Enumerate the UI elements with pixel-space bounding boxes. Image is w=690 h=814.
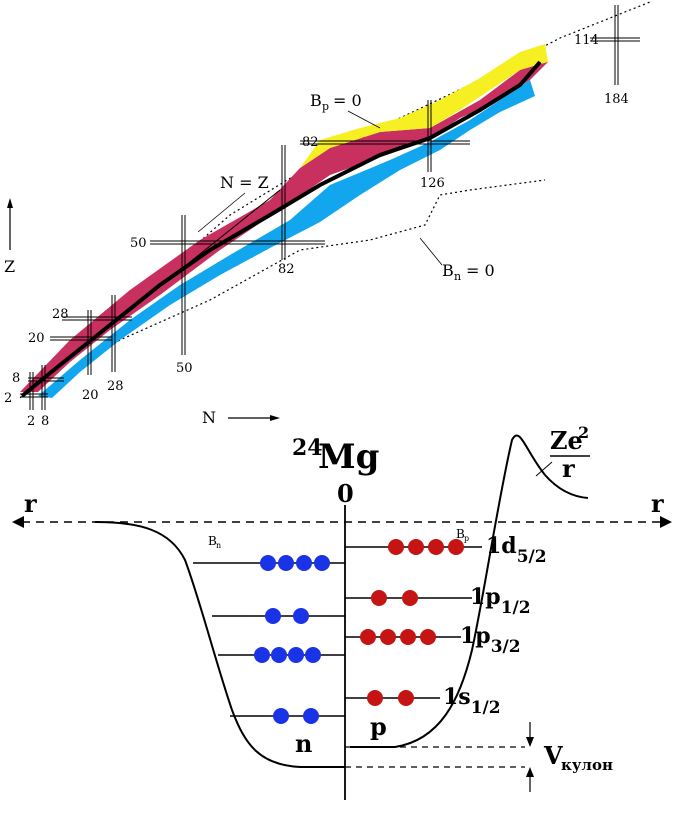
proton-well-label: p xyxy=(370,712,387,741)
energy-level-1: 1p1/2 xyxy=(212,584,531,624)
neutron-dot xyxy=(303,708,319,724)
n-magic-126: 126 xyxy=(420,176,445,191)
level-label: 1s1/2 xyxy=(443,684,501,718)
n-magic-2: 2 xyxy=(27,414,35,429)
svg-text:Mg: Mg xyxy=(318,437,379,477)
neutron-dot xyxy=(271,647,287,663)
r-left-label: r xyxy=(24,489,37,518)
proton-dot xyxy=(367,690,383,706)
svg-text:кулон: кулон xyxy=(561,756,613,774)
proton-dot xyxy=(398,690,414,706)
neutron-dot xyxy=(265,608,281,624)
proton-dot xyxy=(360,629,376,645)
svg-text:= 0: = 0 xyxy=(333,91,362,110)
neutron-dot xyxy=(254,647,270,663)
level-label: 1d5/2 xyxy=(486,533,547,567)
proton-dot xyxy=(408,539,424,555)
energy-level-2: 1p3/2 xyxy=(218,623,521,663)
beta-plus-region xyxy=(20,48,548,392)
z-magic-2: 2 xyxy=(4,391,12,406)
svg-text:r: r xyxy=(562,454,575,483)
n-magic-8: 8 xyxy=(41,414,49,429)
diagram-title: 24 Mg xyxy=(292,435,379,477)
stability-line xyxy=(20,60,542,398)
proton-dot xyxy=(388,539,404,555)
neutron-dot xyxy=(288,647,304,663)
n-magic-184: 184 xyxy=(604,92,629,107)
proton-dot xyxy=(380,629,396,645)
svg-text:24: 24 xyxy=(292,435,323,461)
origin-label: 0 xyxy=(337,479,354,508)
bp-label: B p = 0 xyxy=(310,91,362,113)
z-magic-50: 50 xyxy=(130,236,147,251)
bp-diagram-label: B p xyxy=(456,527,469,543)
proton-dot xyxy=(420,629,436,645)
proton-magic-lines xyxy=(20,37,640,398)
proton-potential xyxy=(350,434,589,748)
n-magic-82: 82 xyxy=(278,262,295,277)
neutron-dot xyxy=(260,555,276,571)
z-axis-label: Z xyxy=(4,257,15,276)
alpha-region xyxy=(300,44,548,168)
z-magic-20: 20 xyxy=(28,331,45,346)
bn-diagram-label: B n xyxy=(208,534,221,550)
shell-diagram: 24 Mg r r 0 Ze 2 r B n B p xyxy=(12,423,672,800)
nuclide-chart: 2 8 20 28 50 82 114 2 8 20 28 50 82 126 … xyxy=(4,1,651,429)
neutron-dot xyxy=(278,555,294,571)
neutron-dot xyxy=(305,647,321,663)
neutron-dot xyxy=(296,555,312,571)
z-magic-28: 28 xyxy=(52,307,69,322)
svg-text:B: B xyxy=(310,91,322,110)
bn-pointer xyxy=(419,237,443,266)
neutron-dot xyxy=(314,555,330,571)
neutron-potential xyxy=(94,521,345,768)
n-axis-label: N xyxy=(202,408,216,427)
n-magic-50: 50 xyxy=(176,361,193,376)
energy-level-3: 1s1/2 xyxy=(230,684,501,724)
svg-text:Ze: Ze xyxy=(550,426,583,455)
bn-label: B n = 0 xyxy=(442,261,495,283)
svg-text:B: B xyxy=(442,261,454,280)
level-label: 1p3/2 xyxy=(460,623,521,657)
svg-text:= 0: = 0 xyxy=(466,261,495,280)
svg-text:B: B xyxy=(456,527,465,541)
energy-level-0: 1d5/2 xyxy=(193,533,547,571)
svg-text:p: p xyxy=(464,534,469,543)
bp-pointer xyxy=(347,110,381,129)
proton-dot xyxy=(448,539,464,555)
n-magic-28: 28 xyxy=(107,379,124,394)
n-eq-z-line xyxy=(19,189,281,399)
beta-minus-region xyxy=(38,80,535,398)
svg-text:2: 2 xyxy=(578,423,589,442)
r-right-label: r xyxy=(651,489,664,518)
n-magic-20: 20 xyxy=(82,388,99,403)
proton-dot xyxy=(400,629,416,645)
neutron-dot xyxy=(273,708,289,724)
z-magic-82: 82 xyxy=(302,135,319,150)
neutron-magic-lines xyxy=(29,5,619,410)
svg-text:n: n xyxy=(454,270,461,283)
proton-dot xyxy=(371,590,387,606)
svg-text:V: V xyxy=(543,741,563,770)
neutron-drip-line xyxy=(39,179,546,396)
coulomb-pointer xyxy=(535,461,553,477)
proton-dot xyxy=(402,590,418,606)
n-eq-z-label: N = Z xyxy=(220,173,269,192)
coulomb-label: Ze 2 r xyxy=(550,423,590,483)
proton-dot xyxy=(428,539,444,555)
v-coulomb-label: V кулон xyxy=(543,741,613,774)
n-eq-z-pointer xyxy=(197,192,246,233)
svg-text:p: p xyxy=(322,100,329,113)
z-magic-8: 8 xyxy=(12,371,20,386)
neutron-dot xyxy=(293,608,309,624)
z-magic-114: 114 xyxy=(574,33,599,48)
neutron-well-label: n xyxy=(295,729,312,758)
svg-text:n: n xyxy=(216,541,221,550)
svg-text:B: B xyxy=(208,534,217,548)
